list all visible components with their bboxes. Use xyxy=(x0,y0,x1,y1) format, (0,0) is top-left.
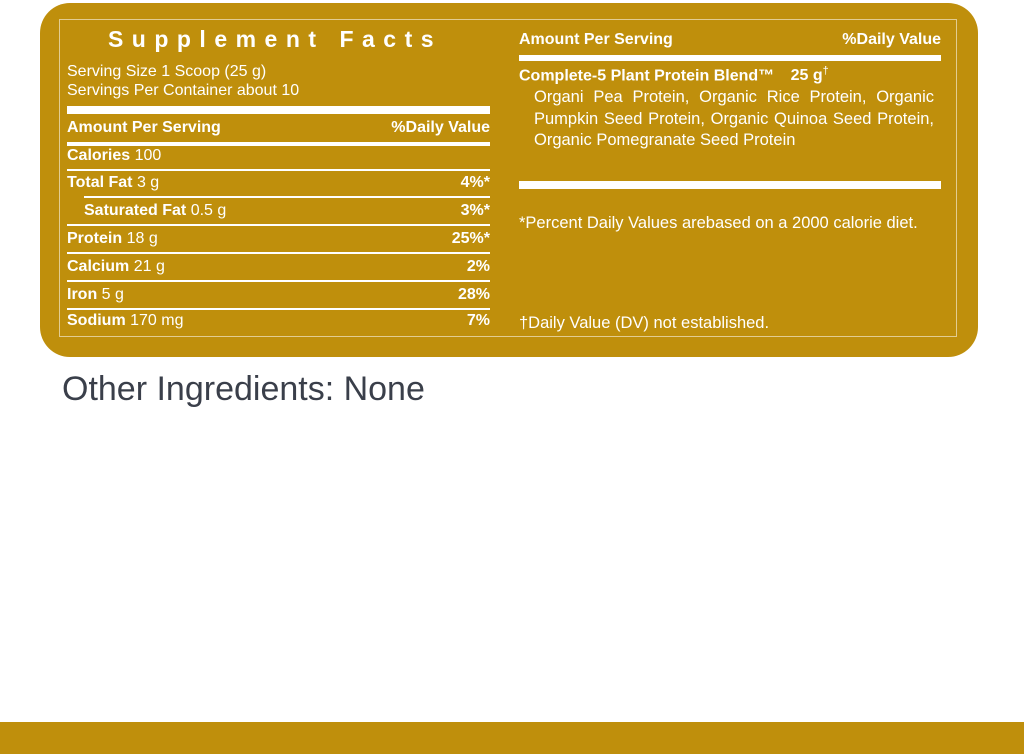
blend-amount: 25 g xyxy=(790,67,823,85)
nutrient-dv: 4%* xyxy=(460,174,490,191)
nutrient-amount: 0.5 g xyxy=(190,202,227,219)
divider xyxy=(67,224,490,226)
footnote-dagger: †Daily Value (DV) not established. xyxy=(519,314,770,332)
thick-divider xyxy=(67,106,490,114)
blend-ingredients: Organi Pea Protein, Organic Rice Protein… xyxy=(534,88,934,149)
servings-per-container: Servings Per Container about 10 xyxy=(67,82,300,99)
nutrient-amount: 170 mg xyxy=(130,312,184,329)
other-ingredients: Other Ingredients: None xyxy=(62,370,425,408)
left-header: Amount Per Serving %Daily Value xyxy=(67,118,490,138)
divider xyxy=(67,142,490,146)
nutrient-label: Saturated Fat 0.5 g xyxy=(67,201,226,221)
divider xyxy=(67,252,490,254)
nutrient-name: Total Fat xyxy=(67,174,133,191)
divider xyxy=(84,196,490,198)
panel-inner-border xyxy=(59,19,957,337)
serving-size: Serving Size 1 Scoop (25 g) xyxy=(67,63,267,80)
amount-header: Amount Per Serving xyxy=(519,31,673,48)
nutrient-label: Protein 18 g xyxy=(67,229,158,249)
nutrient-name: Saturated Fat xyxy=(84,202,187,219)
nutrient-row: Saturated Fat 0.5 g 3%* xyxy=(67,201,490,221)
right-header: Amount Per Serving %Daily Value xyxy=(519,31,941,49)
nutrient-amount: 21 g xyxy=(133,258,165,275)
nutrient-amount: 18 g xyxy=(126,230,158,247)
nutrient-row: Total Fat 3 g 4%* xyxy=(67,173,490,193)
dv-header: %Daily Value xyxy=(842,31,941,48)
dagger-mark: † xyxy=(822,65,829,77)
thick-divider xyxy=(519,181,941,189)
blend-name: Complete-5 Plant Protein Blend™ xyxy=(519,67,775,85)
nutrient-dv: 28% xyxy=(457,286,490,303)
nutrient-label: Iron 5 g xyxy=(67,285,124,305)
footnote-percent: *Percent Daily Values arebased on a 2000… xyxy=(519,214,918,232)
footer-bar xyxy=(0,722,1024,754)
nutrient-label: Total Fat 3 g xyxy=(67,173,159,193)
nutrient-dv: 25%* xyxy=(451,230,490,247)
nutrient-label: Calcium 21 g xyxy=(67,257,165,277)
blend-row: Complete-5 Plant Protein Blend™ 25 g† xyxy=(519,65,829,85)
nutrient-amount: 3 g xyxy=(136,174,160,191)
thick-divider xyxy=(519,55,941,61)
nutrient-row: Iron 5 g 28% xyxy=(67,285,490,305)
nutrient-name: Calories xyxy=(67,147,131,164)
nutrient-dv: 7% xyxy=(466,312,490,329)
nutrient-label: Calories 100 xyxy=(67,146,161,166)
dv-header: %Daily Value xyxy=(391,119,490,136)
nutrient-name: Protein xyxy=(67,230,123,247)
nutrient-amount: 5 g xyxy=(101,286,124,303)
divider xyxy=(67,169,490,171)
nutrient-name: Sodium xyxy=(67,312,126,329)
nutrient-row: Sodium 170 mg 7% xyxy=(67,311,490,331)
nutrient-name: Iron xyxy=(67,286,98,303)
panel-title: Supplement Facts xyxy=(107,26,443,52)
nutrient-dv: 3%* xyxy=(460,202,490,219)
nutrient-row: Calories 100 xyxy=(67,146,490,166)
nutrient-dv: 2% xyxy=(466,258,490,275)
nutrient-amount: 100 xyxy=(134,147,162,164)
nutrient-label: Sodium 170 mg xyxy=(67,311,184,331)
supplement-facts-panel xyxy=(40,3,978,357)
divider xyxy=(67,308,490,310)
amount-header: Amount Per Serving xyxy=(67,119,221,136)
divider xyxy=(67,280,490,282)
nutrient-row: Calcium 21 g 2% xyxy=(67,257,490,277)
nutrient-row: Protein 18 g 25%* xyxy=(67,229,490,249)
nutrient-name: Calcium xyxy=(67,258,130,275)
